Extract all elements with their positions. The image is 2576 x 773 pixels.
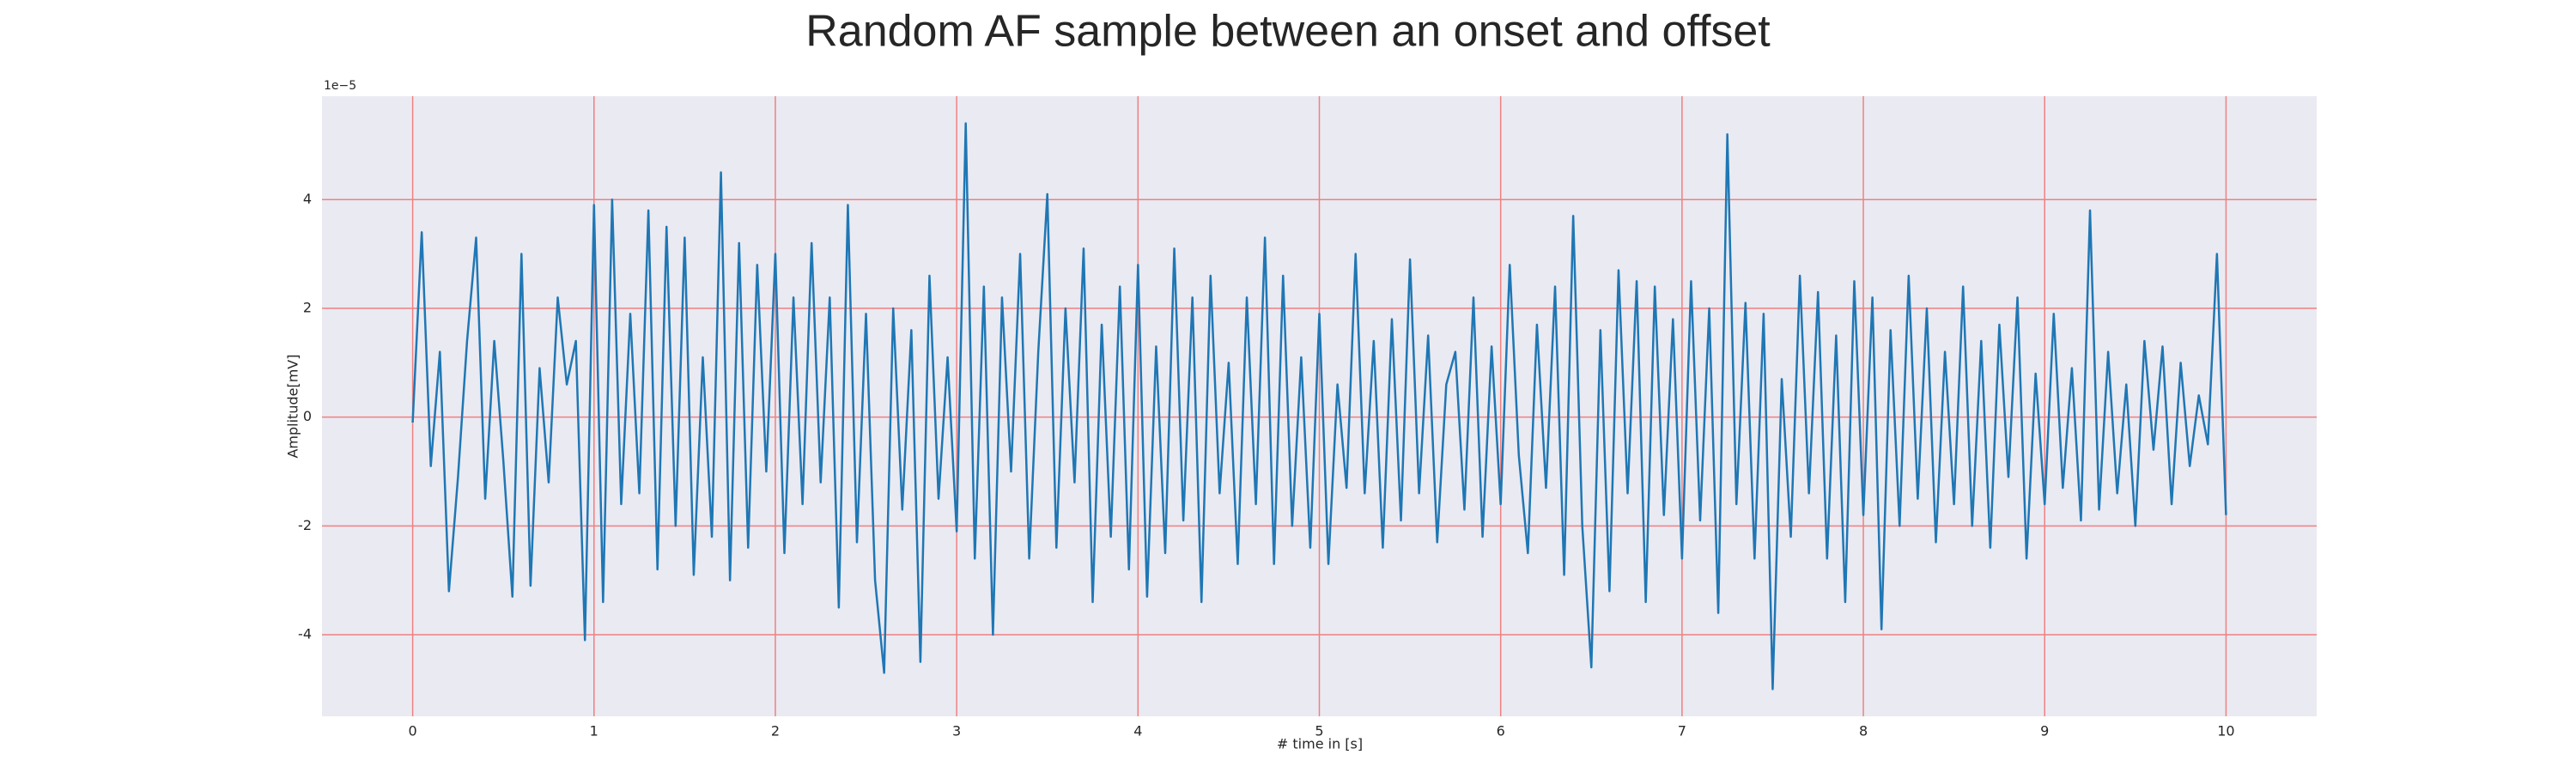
x-tick-label: 4 [1133, 723, 1142, 740]
y-tick-label: -4 [298, 626, 312, 642]
x-tick-label: 0 [408, 723, 416, 740]
y-offset-label: 1e−5 [324, 79, 356, 93]
x-tick-label: 1 [590, 723, 598, 740]
y-tick-label: 4 [303, 191, 312, 207]
y-tick-label: 2 [303, 300, 312, 316]
y-tick-label: -2 [298, 517, 312, 533]
x-tick-label: 7 [1678, 723, 1686, 740]
x-tick-label: 10 [2217, 723, 2234, 740]
x-axis-label: # time in [s] [1277, 736, 1363, 752]
x-tick-label: 8 [1859, 723, 1868, 740]
x-tick-label: 2 [771, 723, 780, 740]
x-tick-label: 3 [952, 723, 961, 740]
x-tick-label: 5 [1315, 723, 1323, 740]
y-axis-label: Amplitude[mV] [285, 354, 301, 458]
y-tick-label: 0 [303, 408, 312, 424]
x-tick-label: 9 [2040, 723, 2049, 740]
chart-title: Random AF sample between an onset and of… [805, 7, 1771, 57]
x-tick-label: 6 [1497, 723, 1505, 740]
data-line [411, 122, 2227, 691]
